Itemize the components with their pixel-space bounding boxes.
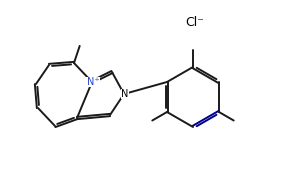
Text: N: N xyxy=(121,89,129,99)
Text: Cl⁻: Cl⁻ xyxy=(186,15,204,29)
Text: N⁺: N⁺ xyxy=(87,77,99,87)
